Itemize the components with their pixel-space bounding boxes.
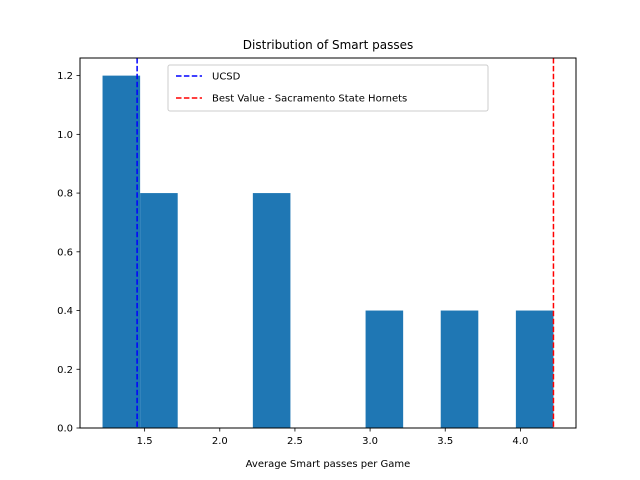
histogram-bar-7 [365, 310, 404, 428]
histogram-bar-11 [515, 310, 554, 428]
x-tick-label: 4.0 [512, 436, 528, 447]
histogram-bar-1 [140, 193, 178, 428]
legend-label: Best Value - Sacramento State Hornets [212, 94, 407, 105]
y-tick-label: 0.0 [57, 424, 73, 435]
histogram-bar-9 [440, 310, 479, 428]
histogram-bar-4 [252, 193, 291, 428]
bars-group [102, 75, 554, 428]
x-ticks-group: 1.5 2.0 2.5 3.0 3.5 4.0 [137, 428, 528, 447]
y-tick-label: 0.2 [57, 365, 73, 376]
y-tick-label: 1.2 [57, 71, 73, 82]
chart-title: Distribution of Smart passes [243, 38, 413, 52]
x-tick-label: 2.5 [287, 436, 303, 447]
reference-lines-group [136, 58, 555, 428]
x-tick-label: 3.0 [362, 436, 378, 447]
axes-frame [79, 57, 577, 429]
x-tick-label: 3.5 [437, 436, 453, 447]
y-tick-label: 0.8 [57, 189, 73, 200]
x-tick-label: 2.0 [212, 436, 228, 447]
x-axis-label: Average Smart passes per Game [246, 459, 411, 470]
y-tick-label: 1.0 [57, 130, 73, 141]
y-ticks-group: 0.0 0.2 0.4 0.6 0.8 1.0 1.2 [57, 71, 80, 435]
y-tick-label: 0.4 [57, 306, 73, 317]
legend-label: UCSD [212, 72, 241, 83]
y-tick-label: 0.6 [57, 247, 73, 258]
legend-box [167, 64, 489, 112]
x-tick-label: 1.5 [137, 436, 153, 447]
histogram-bar-0 [102, 75, 141, 428]
legend: UCSD Best Value - Sacramento State Hornet… [167, 64, 489, 112]
